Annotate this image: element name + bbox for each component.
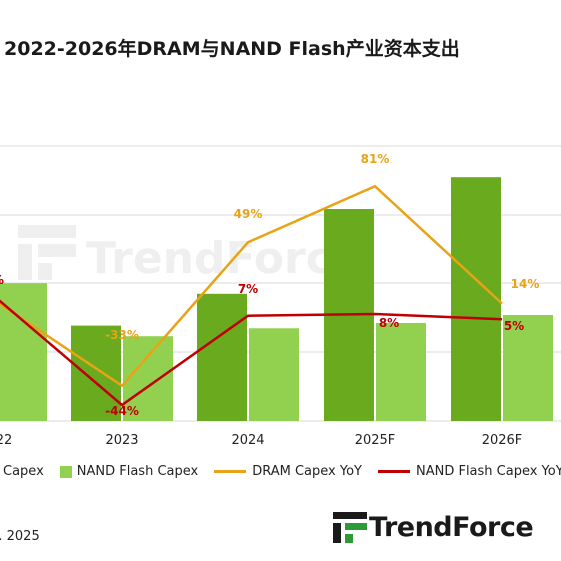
label-nand-yoy-2026F: 5% [504, 319, 524, 333]
bar-dram-2023 [71, 325, 121, 421]
legend-swatch-dram-yoy [214, 470, 247, 473]
watermark: TrendForce [18, 225, 362, 284]
bar-dram-2026F [451, 177, 501, 421]
bar-nand-2026F [503, 315, 553, 421]
label-dram-yoy-2023: -33% [105, 328, 139, 342]
label-dram-yoy-2025F: 81% [361, 152, 390, 166]
label-dram-yoy-2026F: 14% [511, 277, 540, 291]
x-axis-ticks: 22 2023 2024 2025F 2026F [0, 433, 522, 448]
legend-label-nand-capex: NAND Flash Capex [76, 464, 199, 479]
line-dram-yoy [0, 184, 503, 388]
x-tick-2024: 2024 [231, 433, 264, 448]
legend-item-dram-yoy: DRAM Capex YoY [214, 464, 362, 479]
bar-nand-2023 [123, 336, 173, 421]
legend-item-nand-yoy: NAND Flash Capex YoY [377, 464, 561, 479]
lines [0, 184, 503, 407]
legend-label-dram-capex: Capex [3, 464, 44, 479]
watermark-text: TrendForce [86, 233, 362, 284]
x-tick-2025F: 2025F [355, 433, 396, 448]
legend-item-dram-capex: Capex [0, 464, 44, 479]
legend-swatch-nand-yoy [377, 470, 410, 473]
data-labels: -33% 49% 81% 14% -44% 7% 8% 5%% [0, 152, 539, 418]
logo-text: TrendForce [369, 511, 534, 543]
label-nand-yoy-2024: 7% [238, 282, 258, 296]
label-dram-yoy-2024: 49% [234, 207, 263, 221]
source-note: Nov. 2025 [0, 529, 40, 544]
trendforce-logo: TrendForce [333, 510, 534, 544]
chart-title: 2022-2026年DRAM与NAND Flash产业资本支出 [4, 38, 460, 60]
bars [0, 177, 553, 421]
legend-label-dram-yoy: DRAM Capex YoY [252, 464, 362, 479]
label-yoy-2022: % [0, 273, 4, 287]
legend: Capex NAND Flash Capex DRAM Capex YoY NA… [0, 464, 561, 479]
x-tick-2022: 22 [0, 433, 12, 448]
x-tick-2023: 2023 [105, 433, 138, 448]
line-nand-yoy [0, 299, 503, 407]
x-tick-2026F: 2026F [482, 433, 523, 448]
label-nand-yoy-2025F: 8% [379, 316, 399, 330]
legend-swatch-nand-capex [59, 465, 72, 478]
label-nand-yoy-2023: -44% [105, 404, 139, 418]
trendforce-watermark-icon [18, 225, 76, 280]
bar-nand-2025F [376, 322, 426, 421]
legend-label-nand-yoy: NAND Flash Capex YoY [415, 464, 561, 479]
bar-nand-2022 [0, 283, 47, 421]
trendforce-logo-icon [333, 512, 367, 543]
bar-nand-2024 [249, 328, 299, 421]
bar-dram-2024 [197, 293, 247, 421]
legend-item-nand-capex: NAND Flash Capex [59, 464, 199, 479]
